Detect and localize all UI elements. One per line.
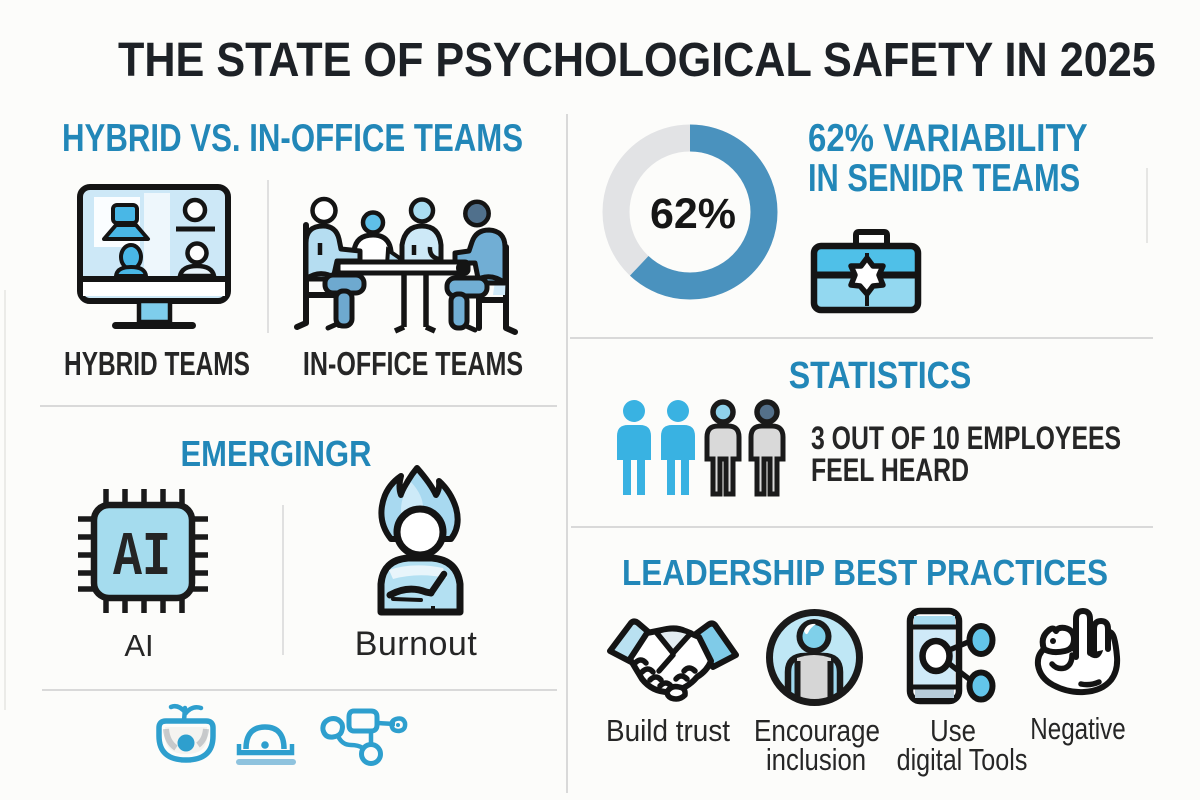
svg-text:62%: 62%: [650, 190, 736, 238]
svg-text:AI: AI: [113, 523, 171, 593]
